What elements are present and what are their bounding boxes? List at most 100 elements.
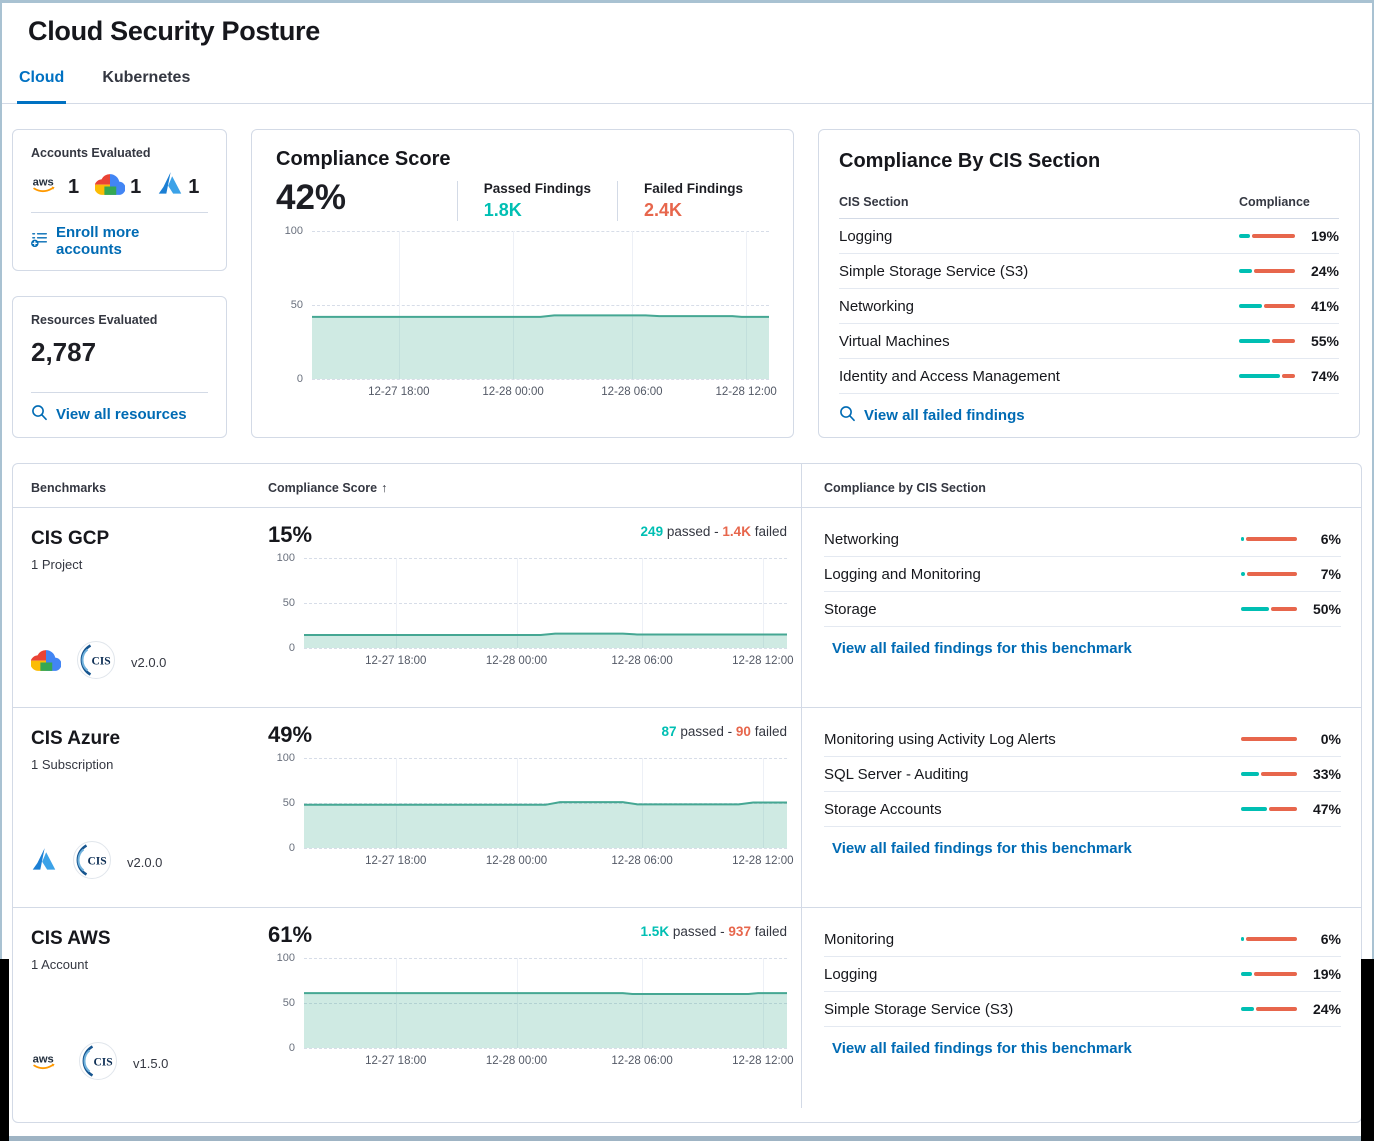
x-axis-tick: 12-27 18:00 (365, 855, 427, 867)
failed-findings: Failed Findings 2.4K (616, 181, 769, 221)
cis-section-row: Virtual Machines 55% (839, 324, 1339, 359)
compliance-bar (1241, 772, 1297, 776)
compliance-percentage: 24% (1310, 263, 1339, 279)
compliance-percentage: 24% (1312, 1001, 1341, 1017)
area-chart (312, 231, 769, 379)
resources-evaluated-label: Resources Evaluated (31, 313, 158, 327)
view-failed-findings-benchmark-link[interactable]: View all failed findings for this benchm… (832, 840, 1132, 857)
screen-letterbox-left (0, 959, 9, 1141)
y-axis-tick: 100 (276, 752, 295, 764)
resources-evaluated-value: 2,787 (31, 337, 97, 367)
compliance-score-column-header[interactable]: Compliance Score ↑ (256, 464, 801, 508)
y-axis-tick: 0 (296, 373, 303, 385)
view-failed-findings-benchmark-link[interactable]: View all failed findings for this benchm… (832, 640, 1132, 657)
x-axis-tick: 12-28 00:00 (482, 386, 544, 398)
cis-section-row: Networking 41% (839, 289, 1339, 324)
cis-section-name: Logging (839, 227, 893, 245)
benchmarks-column-header: Benchmarks (13, 464, 256, 508)
benchmark-version: v2.0.0 (131, 655, 167, 670)
compliance-percentage: 74% (1310, 368, 1339, 384)
y-axis-tick: 0 (288, 1042, 295, 1054)
compliance-by-cis-column-header: Compliance by CIS Section (801, 464, 1361, 508)
compliance-percentage: 0% (1320, 731, 1341, 747)
benchmark-info-cell: CIS Azure 1 Subscription CIS v2.0.0 (13, 708, 256, 908)
search-icon (31, 404, 48, 425)
x-axis-tick: 12-28 00:00 (485, 855, 548, 867)
compliance-bar (1241, 537, 1297, 541)
accounts-provider-counts: aws 1 1 1 (31, 172, 208, 202)
cis-section-row: Logging and Monitoring 7% (824, 557, 1341, 592)
benchmark-account-count: 1 Project (31, 557, 83, 572)
failed-findings-value: 2.4K (643, 200, 683, 220)
account-provider: 1 (157, 172, 199, 202)
cis-section-row: Simple Storage Service (S3) 24% (839, 254, 1339, 289)
compliance-bar (1241, 937, 1297, 941)
cis-section-name: Simple Storage Service (S3) (839, 262, 1029, 280)
gcp-logo-icon (31, 648, 61, 677)
tab-bar: Cloud Kubernetes (0, 69, 1374, 104)
resources-evaluated-card: Resources Evaluated 2,787 View all resou… (12, 296, 227, 438)
benchmark-cis-sections-cell: Monitoring 6% Logging 19% Simple Storage… (801, 908, 1361, 1108)
view-all-resources-link[interactable]: View all resources (31, 393, 208, 425)
compliance-score-trend-chart: 100 50 0 12-27 18:00 12-28 00:00 12-28 06:00… (276, 225, 777, 401)
x-axis-tick: 12-28 12:00 (715, 386, 777, 398)
area-chart (304, 758, 787, 848)
accounts-evaluated-label: Accounts Evaluated (31, 146, 151, 160)
divider (31, 392, 208, 393)
y-axis-tick: 100 (276, 552, 295, 564)
compliance-bar (1239, 269, 1295, 273)
y-axis-tick: 50 (290, 299, 303, 311)
benchmark-score-cell: 49% 87 passed - 90 failed 100 50 0 12-27 1… (256, 708, 801, 908)
view-all-failed-findings-link[interactable]: View all failed findings (839, 394, 1339, 426)
cis-section-name: Logging and Monitoring (824, 565, 981, 583)
compliance-bar (1241, 807, 1297, 811)
x-axis-tick: 12-28 06:00 (611, 855, 673, 867)
cis-section-row: Monitoring 6% (824, 922, 1341, 957)
x-axis-tick: 12-28 00:00 (485, 655, 548, 667)
x-axis-tick: 12-28 06:00 (611, 1055, 673, 1067)
svg-text:CIS: CIS (88, 856, 107, 868)
benchmark-trend-chart: 100 50 0 12-27 18:00 12-28 00:00 12-28 06:00… (268, 552, 794, 670)
cis-benchmark-logo-icon: CIS (78, 1041, 118, 1086)
benchmark-passed-failed: 249 passed - 1.4K failed (640, 524, 787, 539)
cis-section-name: Networking (839, 297, 915, 315)
benchmark-account-count: 1 Account (31, 957, 89, 972)
compliance-percentage: 55% (1310, 333, 1339, 349)
view-failed-findings-benchmark-link[interactable]: View all failed findings for this benchm… (832, 1040, 1132, 1057)
cis-section-name: Identity and Access Management (839, 367, 1060, 385)
y-axis-tick: 50 (282, 997, 295, 1009)
passed-findings-value: 1.8K (483, 200, 522, 220)
benchmark-info-cell: CIS GCP 1 Project CIS v2.0.0 (13, 508, 256, 708)
svg-text:aws: aws (33, 176, 54, 188)
benchmark-trend-chart: 100 50 0 12-27 18:00 12-28 00:00 12-28 06:00… (268, 752, 794, 870)
svg-text:CIS: CIS (92, 656, 111, 668)
y-axis-tick: 50 (282, 797, 295, 809)
cis-section-row: Logging 19% (839, 219, 1339, 254)
benchmark-score-cell: 61% 1.5K passed - 937 failed 100 50 0 12-2… (256, 908, 801, 1108)
benchmark-name: CIS Azure (31, 728, 121, 749)
compliance-bar (1239, 304, 1295, 308)
divider (31, 212, 208, 213)
svg-text:aws: aws (33, 1053, 54, 1065)
compliance-percentage: 6% (1320, 531, 1341, 547)
tab-cloud[interactable]: Cloud (17, 69, 67, 104)
x-axis-tick: 12-28 06:00 (611, 655, 673, 667)
page-title: Cloud Security Posture (28, 16, 320, 46)
compliance-bar (1241, 737, 1297, 741)
benchmark-score-cell: 15% 249 passed - 1.4K failed 100 50 0 12-2… (256, 508, 801, 708)
compliance-percentage: 41% (1310, 298, 1339, 314)
tab-kubernetes[interactable]: Kubernetes (102, 69, 191, 86)
benchmark-version: v2.0.0 (127, 855, 163, 870)
sort-ascending-icon[interactable]: ↑ (381, 481, 388, 495)
cis-section-name: Storage Accounts (824, 800, 942, 818)
benchmark-version: v1.5.0 (133, 1056, 169, 1071)
area-chart (304, 958, 787, 1048)
accounts-evaluated-card: Accounts Evaluated aws 1 1 1 Enroll more ac… (12, 129, 227, 271)
benchmark-cis-sections-cell: Monitoring using Activity Log Alerts 0% … (801, 708, 1361, 908)
benchmark-passed-failed: 1.5K passed - 937 failed (640, 924, 787, 939)
enroll-more-accounts-link[interactable]: Enroll more accounts (31, 213, 208, 258)
cis-section-row: Simple Storage Service (S3) 24% (824, 992, 1341, 1027)
compliance-bar (1241, 972, 1297, 976)
cis-section-name: Storage (824, 600, 877, 618)
compliance-bar (1239, 234, 1295, 238)
